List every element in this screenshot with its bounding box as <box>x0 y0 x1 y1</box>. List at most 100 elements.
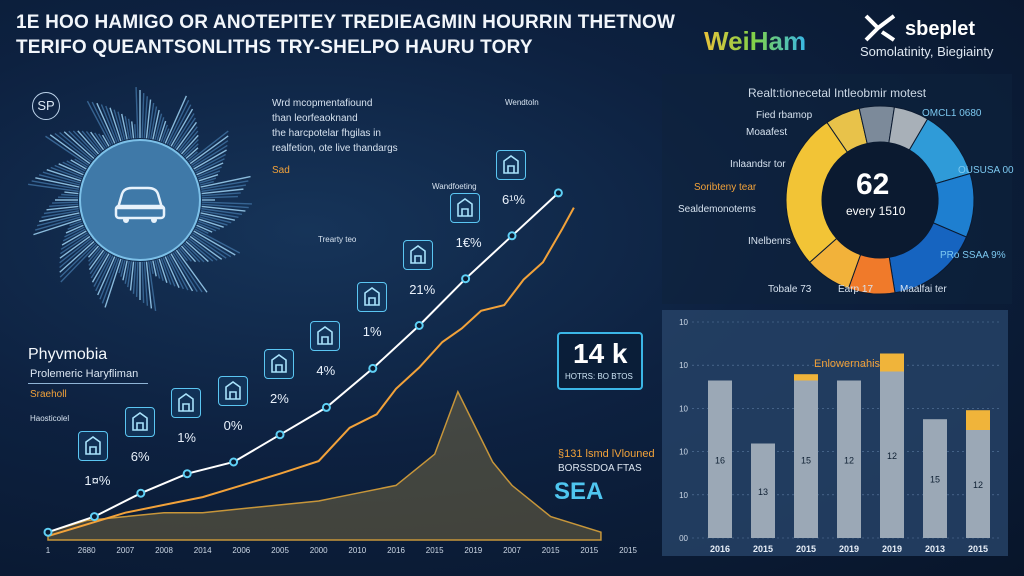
wheel-ray <box>91 101 114 145</box>
wheel-ray <box>162 257 176 287</box>
wheel-ray <box>199 216 228 226</box>
car-icon <box>114 186 166 223</box>
bridge-icon <box>403 239 434 270</box>
diamond-icon <box>217 376 248 406</box>
wheel-ray <box>145 261 153 309</box>
wheel-ray <box>147 102 155 139</box>
wheel-ray <box>168 254 189 291</box>
wheel-ray <box>59 131 93 161</box>
wheel-ray <box>152 109 160 140</box>
bar-base <box>708 380 732 538</box>
wheel-ray <box>199 214 232 224</box>
wheel-ray <box>179 247 192 262</box>
wheel-ray <box>88 247 101 262</box>
wheel-ray <box>188 130 229 163</box>
wheel-ray <box>36 214 81 227</box>
wheel-ray <box>201 188 244 195</box>
wheel-ray <box>197 222 217 232</box>
wheel-ray <box>54 164 83 178</box>
wheel-ray <box>134 124 137 139</box>
wheel-ray <box>99 257 118 300</box>
wheel-ray <box>182 139 199 156</box>
wheel-ray <box>179 130 199 153</box>
temple-icon <box>449 192 480 223</box>
label-mid: Wandfoeting <box>432 182 477 191</box>
wheel-ray <box>85 131 103 152</box>
wheel-ray <box>31 180 80 190</box>
bar-value-label: 15 <box>801 455 811 465</box>
wheel-ray <box>189 135 229 165</box>
gear-icon <box>264 348 294 379</box>
wheel-ray <box>192 144 228 168</box>
wheel-ray <box>172 252 198 292</box>
x-tick-label: 2008 <box>155 546 173 555</box>
wheel-ray <box>180 134 199 155</box>
bar-value-label: 16 <box>715 455 725 465</box>
wheel-ray <box>46 169 82 182</box>
wheel-ray <box>196 162 224 176</box>
wheel-ray <box>166 99 190 145</box>
x-tick-label: 2019 <box>464 546 482 555</box>
wheel-hub <box>79 139 201 261</box>
wheel-ray <box>185 147 199 160</box>
wheel-ray <box>68 130 96 158</box>
wheel-ray <box>164 256 180 288</box>
wheel-ray <box>100 104 118 143</box>
intro-text: Wrd mcopmentafiound than leorfeaoknand t… <box>272 96 398 156</box>
wheel-ray <box>174 117 196 149</box>
wheel-ray <box>145 99 152 139</box>
donut-label-bottom-left: Tobale 73 <box>768 284 812 295</box>
white-series-point <box>275 430 285 440</box>
wheel-ray <box>201 207 243 216</box>
wheel-ray <box>160 124 169 142</box>
wheel-ray <box>90 131 105 151</box>
bar-category-label: 2019 <box>839 544 859 554</box>
wheel-ray <box>117 111 126 141</box>
wheel-ray <box>59 237 92 264</box>
wheel-ray <box>28 183 79 193</box>
wheel-ray <box>94 132 106 149</box>
white-series-point <box>553 188 563 198</box>
wheel-ray <box>158 258 168 283</box>
wheel-ray <box>192 232 232 258</box>
bar-value-label: 15 <box>930 475 940 485</box>
badge-value: 14 k <box>573 338 628 369</box>
logo-name: sbeplet <box>905 18 976 40</box>
wheel-ray <box>124 260 130 284</box>
wheel-ray <box>200 180 249 190</box>
wheel-ray <box>113 109 124 141</box>
point-percent-label: 4% <box>316 363 336 379</box>
wheel-ray <box>170 108 194 147</box>
wheel-ray <box>64 191 79 195</box>
bar-value-label: 13 <box>758 487 768 497</box>
x-tick-label: 2000 <box>310 546 328 555</box>
wheel-ray <box>170 253 194 292</box>
wheel-ray <box>200 212 236 221</box>
wheel-ray <box>58 163 84 176</box>
wheel-ray <box>175 121 197 151</box>
bar-chart: 00 10 10 10 10 10 16 2016 13 2015 15 2015 12 2019 12 2… <box>679 318 1002 554</box>
point-percent-label: 1% <box>362 324 382 340</box>
wheel-ray <box>195 226 209 234</box>
bar-base <box>880 371 904 538</box>
palace-icon <box>496 149 526 180</box>
wheel-ray <box>124 116 130 140</box>
wheel-ray <box>141 261 145 303</box>
wheel-ray <box>59 240 95 273</box>
wheel-ray <box>49 134 91 165</box>
donut-hole <box>822 142 938 258</box>
wheel-ray <box>121 113 128 140</box>
wheel-ray <box>191 140 229 166</box>
wheel-ray <box>86 100 112 146</box>
wheel-ray <box>98 133 108 148</box>
bar-value-label: 12 <box>887 451 897 461</box>
wheel-ray <box>129 261 135 291</box>
bar-y-tick: 10 <box>679 491 688 500</box>
x-tick-label: 2005 <box>271 546 289 555</box>
wheel-ray <box>46 205 79 211</box>
bar-y-tick: 10 <box>679 361 688 370</box>
wheel-ray <box>132 261 137 294</box>
wheel-ray <box>184 143 199 158</box>
wheel-ray <box>147 261 157 312</box>
